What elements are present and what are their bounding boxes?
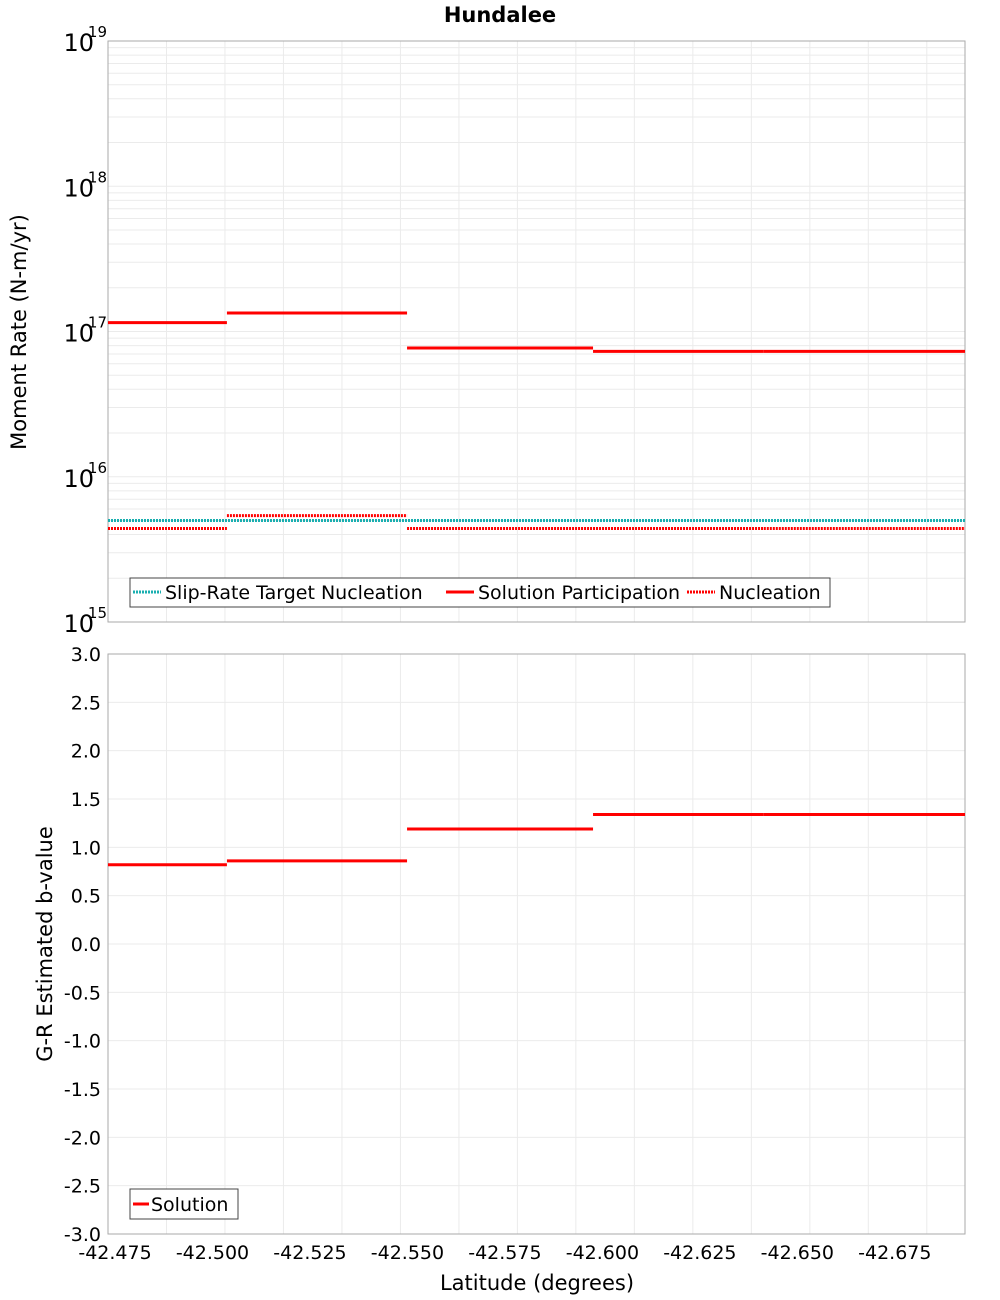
y-tick-label: -3.0	[64, 1224, 101, 1246]
x-axis-label: Latitude (degrees)	[440, 1271, 634, 1295]
x-tick-label: -42.675	[858, 1242, 931, 1264]
y-tick-label: 10	[63, 29, 94, 57]
x-tick-label: -42.600	[566, 1242, 639, 1264]
y-tick-exponent: 15	[88, 604, 107, 622]
y-tick-label: -1.5	[64, 1079, 101, 1101]
x-tick-label: -42.575	[468, 1242, 541, 1264]
x-tick-label: -42.550	[371, 1242, 444, 1264]
y-tick-label: 10	[63, 610, 94, 638]
y-tick-label: -1.0	[64, 1031, 101, 1053]
y-tick-label: 1.0	[71, 837, 101, 859]
x-tick-label: -42.500	[176, 1242, 249, 1264]
y-tick-label: -2.5	[64, 1176, 101, 1198]
y-tick-label: 0.5	[71, 886, 101, 908]
y-tick-label: 0.0	[71, 934, 101, 956]
y-tick-label: 10	[63, 465, 94, 493]
x-tick-label: -42.625	[663, 1242, 736, 1264]
legend-label: Slip-Rate Target Nucleation	[165, 582, 423, 604]
y-tick-label: 2.0	[71, 741, 101, 763]
bottom-plot-frame	[107, 653, 966, 1235]
y-tick-exponent: 17	[88, 314, 107, 332]
x-tick-label: -42.475	[78, 1242, 151, 1264]
top-plot-frame	[107, 40, 966, 623]
y-tick-label: -2.0	[64, 1127, 101, 1149]
x-tick-label: -42.525	[273, 1242, 346, 1264]
legend-label: Solution	[151, 1194, 228, 1216]
y-tick-label: 3.0	[71, 644, 101, 666]
y-tick-label: 10	[63, 320, 94, 348]
legend-label: Solution Participation	[478, 582, 680, 604]
y-tick-exponent: 19	[88, 23, 107, 41]
y-tick-exponent: 16	[88, 459, 107, 477]
legend-box	[129, 577, 831, 608]
top-y-axis-label: Moment Rate (N-m/yr)	[7, 214, 31, 450]
chart-title: Hundalee	[444, 3, 556, 27]
x-tick-label: -42.650	[761, 1242, 834, 1264]
bottom-y-axis-label: G-R Estimated b-value	[33, 826, 57, 1062]
y-tick-label: 2.5	[71, 692, 101, 714]
y-tick-exponent: 18	[88, 168, 107, 186]
y-tick-label: 1.5	[71, 789, 101, 811]
y-tick-label: -0.5	[64, 982, 101, 1004]
y-tick-label: 10	[63, 174, 94, 202]
legend-label: Nucleation	[719, 582, 821, 604]
